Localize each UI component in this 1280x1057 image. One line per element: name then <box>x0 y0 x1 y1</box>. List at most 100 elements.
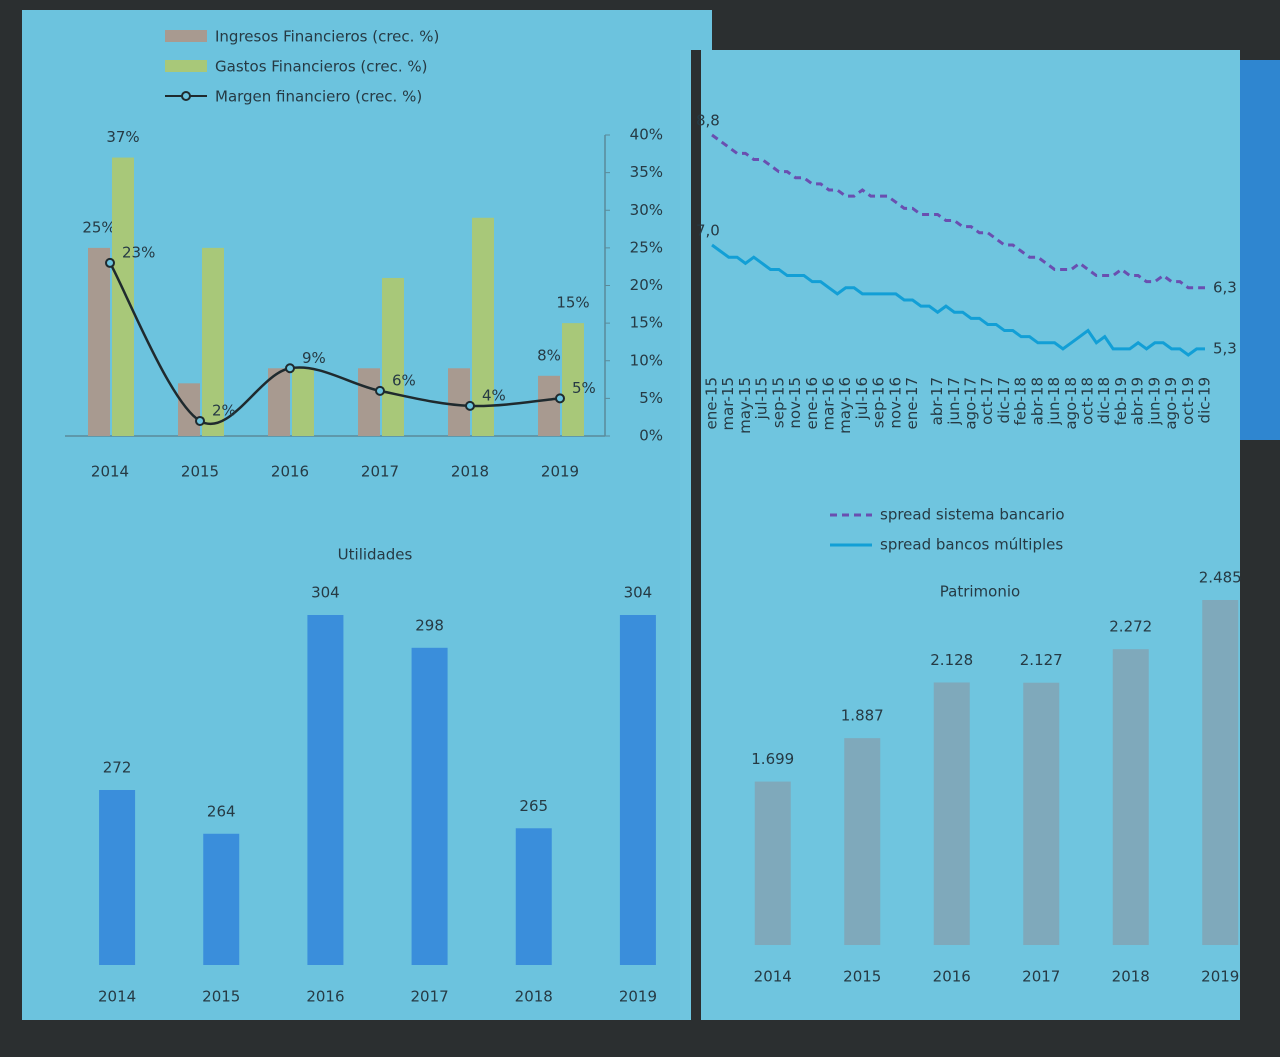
x-tick-label: oct-18 <box>1079 377 1097 425</box>
bar <box>754 781 791 945</box>
legend-label: spread sistema bancario <box>880 506 1065 524</box>
data-label: 15% <box>556 294 589 312</box>
x-tick-label: 2018 <box>451 463 489 481</box>
left-panel <box>22 10 712 1020</box>
y-tick-label: 20% <box>630 276 663 294</box>
bar <box>202 247 224 436</box>
legend-label: Margen financiero (crec. %) <box>215 88 422 106</box>
x-tick-label: 2016 <box>933 968 971 986</box>
y-tick-label: 0% <box>639 427 663 445</box>
x-tick-label: may-15 <box>736 377 754 434</box>
marker <box>285 363 295 374</box>
x-tick-label: 2018 <box>515 988 553 1006</box>
data-label: 5,3 <box>1213 339 1237 357</box>
x-tick-label: oct-17 <box>978 377 996 425</box>
data-label: 4% <box>482 386 506 404</box>
marker <box>105 257 115 268</box>
x-tick-label: jun-18 <box>1045 377 1063 426</box>
x-tick-label: nov-16 <box>886 377 904 429</box>
data-label: 2.485 <box>1199 569 1242 587</box>
bar <box>933 682 970 945</box>
bar <box>1202 600 1239 945</box>
legend-marker <box>181 91 191 101</box>
x-tick-label: feb-19 <box>1112 377 1130 426</box>
x-tick-label: 2016 <box>306 988 344 1006</box>
marker <box>195 415 205 426</box>
bar <box>1112 649 1149 945</box>
marker <box>375 385 385 396</box>
x-tick-label: jun-19 <box>1145 377 1163 426</box>
x-tick-label: mar-16 <box>819 377 837 431</box>
x-tick-label: 2015 <box>843 968 881 986</box>
legend-label: spread bancos múltiples <box>880 536 1063 554</box>
bar <box>1023 682 1060 945</box>
x-tick-label: 2019 <box>541 463 579 481</box>
x-tick-label: jun-17 <box>945 377 963 426</box>
legend-swatch <box>165 60 207 72</box>
bar <box>112 157 134 436</box>
x-tick-label: jul-16 <box>853 377 871 420</box>
x-tick-label: sep-15 <box>769 377 787 428</box>
legend-label: Gastos Financieros (crec. %) <box>215 58 427 76</box>
data-label: 265 <box>519 797 548 815</box>
bar <box>411 647 448 965</box>
x-tick-label: 2015 <box>181 463 219 481</box>
x-tick-label: mar-15 <box>719 377 737 431</box>
x-tick-label: 2015 <box>202 988 240 1006</box>
data-label: 6% <box>392 371 416 389</box>
x-tick-label: ene-17 <box>903 377 921 429</box>
x-tick-label: abr-17 <box>928 377 946 425</box>
data-label: 1.699 <box>751 750 794 768</box>
x-tick-label: jul-15 <box>753 377 771 420</box>
x-tick-label: ago-18 <box>1062 377 1080 430</box>
data-label: 298 <box>415 616 444 634</box>
x-tick-label: feb-18 <box>1012 377 1030 426</box>
data-label: 1.887 <box>841 707 884 725</box>
data-label: 8% <box>537 346 561 364</box>
bar <box>268 368 290 436</box>
data-label: 25% <box>82 218 115 236</box>
bar <box>307 615 344 965</box>
x-tick-label: ene-16 <box>803 377 821 429</box>
x-tick-label: 2017 <box>1022 968 1060 986</box>
data-label: 2.272 <box>1109 618 1152 636</box>
y-tick-label: 35% <box>630 163 663 181</box>
y-tick-label: 10% <box>630 351 663 369</box>
data-label: 9% <box>302 349 326 367</box>
marker <box>465 400 475 411</box>
data-label: 304 <box>311 584 340 602</box>
chart-title: Patrimonio <box>940 583 1020 601</box>
x-tick-label: abr-18 <box>1028 377 1046 425</box>
legend-label: Ingresos Financieros (crec. %) <box>215 28 439 46</box>
data-label: 6,3 <box>1213 278 1237 296</box>
bar <box>292 368 314 436</box>
y-tick-label: 15% <box>630 314 663 332</box>
x-tick-label: may-16 <box>836 377 854 434</box>
bar <box>619 615 656 965</box>
data-label: 304 <box>624 584 653 602</box>
x-tick-label: 2017 <box>410 988 448 1006</box>
y-tick-label: 40% <box>630 126 663 144</box>
y-tick-label: 30% <box>630 201 663 219</box>
chart-title: Utilidades <box>338 546 413 564</box>
bar <box>472 217 494 436</box>
x-tick-label: 2014 <box>98 988 136 1006</box>
line <box>711 243 1205 357</box>
line <box>711 133 1205 290</box>
x-tick-label: abr-19 <box>1129 377 1147 425</box>
bar <box>358 368 380 436</box>
x-tick-label: 2019 <box>1201 968 1239 986</box>
x-tick-label: 2017 <box>361 463 399 481</box>
x-tick-label: ene-15 <box>703 377 721 429</box>
x-tick-label: oct-19 <box>1179 377 1197 425</box>
x-tick-label: ago-17 <box>962 377 980 430</box>
x-tick-label: ago-19 <box>1162 377 1180 430</box>
x-tick-label: sep-16 <box>870 377 888 428</box>
data-label: 2% <box>212 401 236 419</box>
data-label: 2.128 <box>930 651 973 669</box>
y-tick-label: 25% <box>630 238 663 256</box>
x-tick-label: 2014 <box>91 463 129 481</box>
x-tick-label: 2018 <box>1112 968 1150 986</box>
bar <box>538 375 560 436</box>
